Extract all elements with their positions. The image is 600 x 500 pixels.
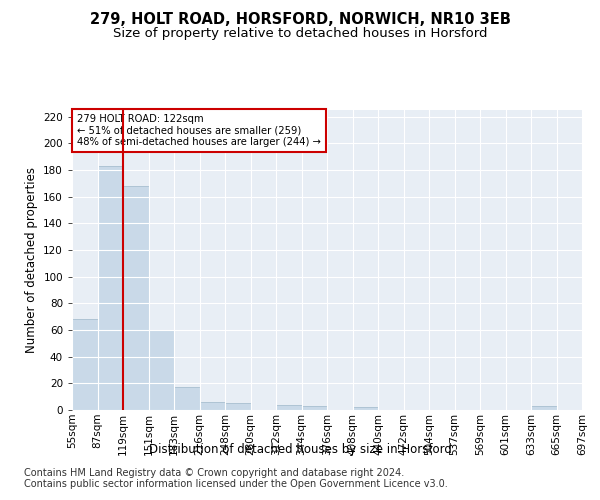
Bar	[123, 186, 149, 410]
Bar	[199, 402, 225, 410]
Bar	[225, 404, 251, 410]
Text: Size of property relative to detached houses in Horsford: Size of property relative to detached ho…	[113, 28, 487, 40]
Bar	[149, 330, 174, 410]
Y-axis label: Number of detached properties: Number of detached properties	[25, 167, 38, 353]
Bar	[97, 166, 123, 410]
Text: Distribution of detached houses by size in Horsford: Distribution of detached houses by size …	[149, 442, 451, 456]
Bar	[174, 388, 199, 410]
Bar	[72, 320, 97, 410]
Bar	[531, 406, 557, 410]
Bar	[353, 408, 378, 410]
Bar	[276, 404, 302, 410]
Text: 279 HOLT ROAD: 122sqm
← 51% of detached houses are smaller (259)
48% of semi-det: 279 HOLT ROAD: 122sqm ← 51% of detached …	[77, 114, 321, 147]
Text: 279, HOLT ROAD, HORSFORD, NORWICH, NR10 3EB: 279, HOLT ROAD, HORSFORD, NORWICH, NR10 …	[89, 12, 511, 28]
Bar	[302, 406, 327, 410]
Text: Contains HM Land Registry data © Crown copyright and database right 2024.
Contai: Contains HM Land Registry data © Crown c…	[24, 468, 448, 489]
